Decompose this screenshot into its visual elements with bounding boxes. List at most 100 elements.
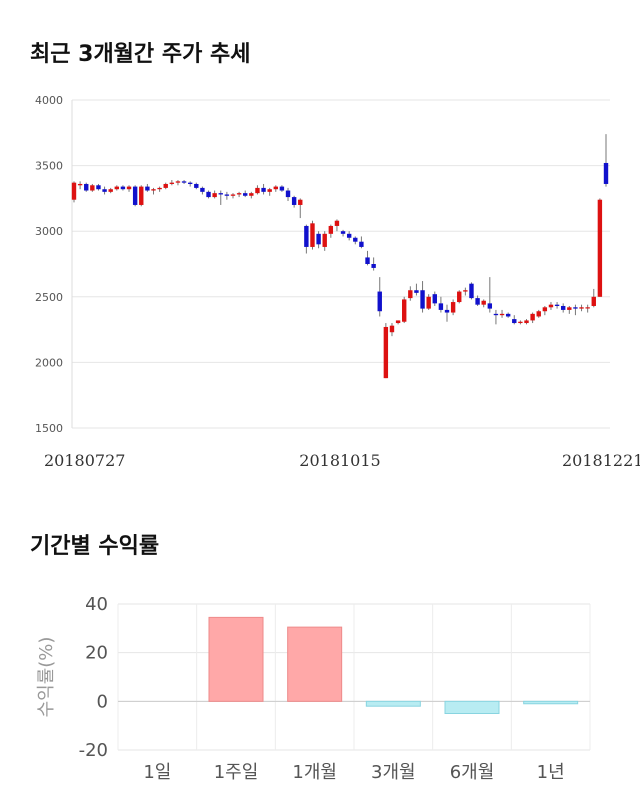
candle-body [96,185,101,190]
candle-body [518,321,523,324]
candle-body [157,187,162,190]
candle-body [145,186,150,191]
y-tick-label: 40 [85,594,108,615]
candle-body [579,307,584,309]
candle-body [346,233,352,238]
y-tick-label: 3500 [35,160,63,173]
x-category-label: 1일 [143,762,171,783]
candle-body [230,194,236,196]
candle-body [371,264,376,268]
candle-body [499,313,505,316]
candle-body [84,183,89,191]
candle-body [402,299,407,322]
x-tick-label: 20181015 [299,451,380,470]
candle-body [200,187,205,192]
candle-body [383,326,389,379]
candle-body [114,186,120,190]
candle-body [243,193,248,196]
candle-body [395,320,401,324]
candle-body [340,231,346,234]
candle-body [554,304,560,306]
candle-body [475,298,480,305]
candle-body [310,223,315,247]
y-tick-label: -20 [79,740,108,761]
candle-body [334,220,340,226]
price-candlestick-chart: 1500 2000 2500 3000 3500 4000 20180727 20181015… [35,94,640,470]
candle-body [255,187,260,194]
candle-body [108,189,113,192]
candle-body [353,237,358,242]
candle-body [90,185,95,191]
candle-body [151,189,156,191]
candle-body [524,320,529,324]
x-category-label: 1개월 [292,762,337,783]
x-category-label: 1주일 [214,762,259,783]
period-returns-title: 기간별 수익률 [30,534,160,559]
candle-body [175,181,181,183]
candle-body [328,225,334,234]
candle-body [181,181,187,183]
return-bar [208,616,264,702]
candle-body [218,193,223,195]
y-tick-label: 2000 [35,356,63,369]
candle-body [493,313,499,316]
y-tick-label: 3000 [35,225,63,238]
candle-body [194,183,199,188]
candle-body [408,290,413,299]
y-tick-label: 4000 [35,94,63,107]
candle-body [267,189,272,192]
x-tick-label: 20181221 [562,451,640,470]
return-bar [444,700,500,714]
candle-body [316,233,321,245]
y-axis-label: 수익률(%) [36,637,57,718]
candle-body [420,290,425,309]
candle-body [542,307,548,312]
candle-body [102,189,107,192]
candle-body [279,186,285,191]
candle-body [536,311,541,317]
return-bar [523,700,579,705]
candle-body [487,303,493,309]
candle-body [597,199,603,297]
candle-body [187,182,193,184]
candle-body [298,199,303,205]
candle-body [469,283,474,299]
x-category-label: 1년 [537,762,565,783]
candle-body [389,325,395,333]
x-category-label: 6개월 [450,762,495,783]
candle-body [236,193,242,195]
x-tick-label: 20180727 [44,451,125,470]
y-tick-label: 1500 [35,422,63,435]
candle-body [169,182,175,184]
candle-body [432,294,437,304]
candle-body [212,193,217,198]
candle-body [273,186,278,190]
candle-body [450,302,456,313]
candle-body [414,290,419,293]
candle-body [567,307,572,310]
candle-body [285,190,291,198]
candle-body [359,241,364,247]
candle-body [291,197,297,205]
candle-body [457,291,462,303]
candle-body [71,182,77,200]
candle-body [261,187,266,192]
y-tick-label: 20 [85,643,108,664]
candle-body [206,191,211,198]
candle-body [548,304,554,308]
x-category-label: 3개월 [371,762,416,783]
candle-body [163,183,168,188]
candle-body [438,303,444,310]
candle-body [591,296,596,306]
candle-body [139,186,144,205]
candle-body [224,194,230,196]
candle-body [77,183,83,186]
y-tick-label: 2500 [35,291,63,304]
return-bar [287,626,343,702]
candle-body [573,307,578,309]
price-trend-title: 최근 3개월간 주가 추세 [30,42,251,67]
candle-body [585,307,590,309]
candle-body [322,233,327,247]
candle-body [120,186,126,190]
candle-body [512,319,517,324]
